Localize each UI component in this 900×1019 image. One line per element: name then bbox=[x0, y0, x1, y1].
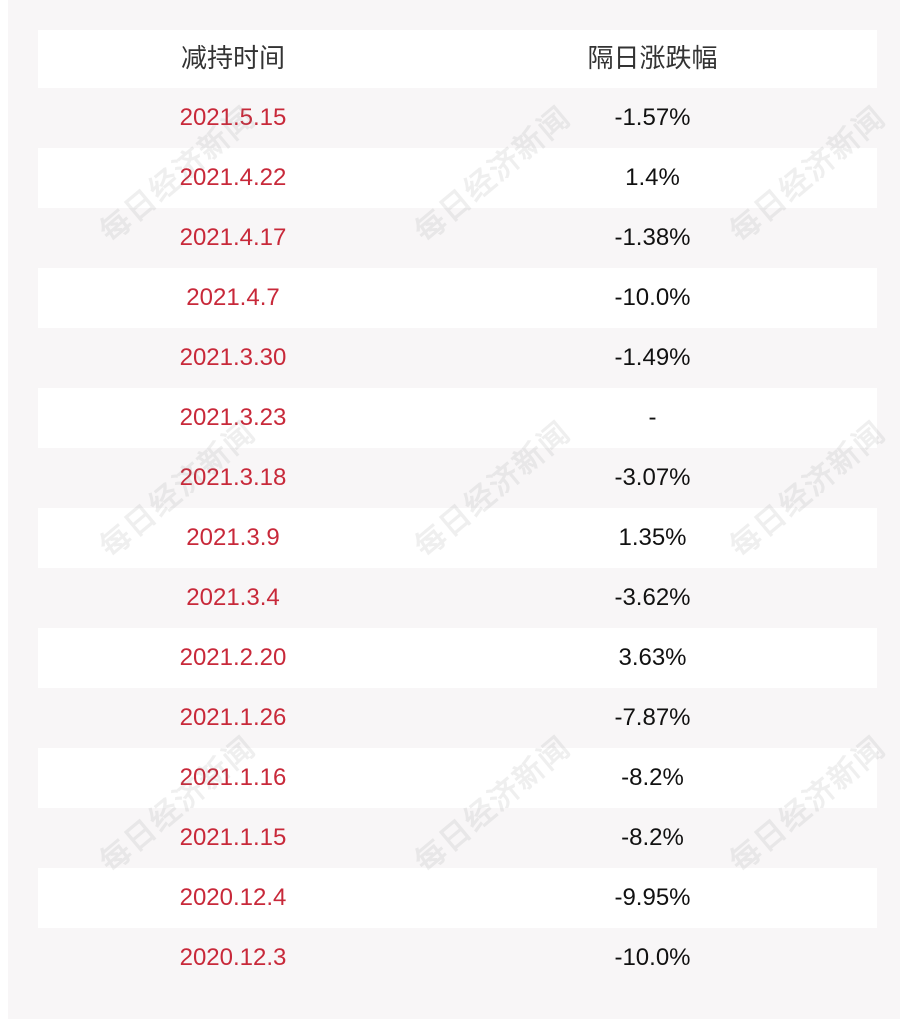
change-cell: -8.2% bbox=[621, 824, 684, 851]
change-cell: -9.95% bbox=[614, 884, 691, 911]
date-cell: 2021.5.15 bbox=[179, 104, 287, 131]
date-cell: 2020.12.3 bbox=[179, 944, 287, 971]
table-row: 2021.3.18 -3.07% bbox=[38, 448, 877, 508]
date-cell: 2021.3.9 bbox=[186, 524, 280, 551]
date-cell: 2021.4.7 bbox=[186, 284, 280, 311]
table-row: 2020.12.4 -9.95% bbox=[38, 868, 877, 928]
change-cell: -1.38% bbox=[614, 224, 691, 251]
date-cell: 2021.3.23 bbox=[179, 404, 287, 431]
change-cell: -10.0% bbox=[614, 944, 691, 971]
change-cell: -1.49% bbox=[614, 344, 691, 371]
change-cell: - bbox=[648, 404, 657, 431]
change-cell: 3.63% bbox=[618, 644, 687, 671]
header-date: 减持时间 bbox=[180, 44, 285, 74]
table-row: 2021.4.7 -10.0% bbox=[38, 268, 877, 328]
date-cell: 2021.1.16 bbox=[179, 764, 287, 791]
change-cell: -3.62% bbox=[614, 584, 691, 611]
date-cell: 2021.3.18 bbox=[179, 464, 287, 491]
date-cell: 2021.4.22 bbox=[179, 164, 287, 191]
table-header-row: 减持时间 隔日涨跌幅 bbox=[38, 30, 877, 88]
change-cell: -10.0% bbox=[614, 284, 691, 311]
date-cell: 2021.3.30 bbox=[179, 344, 287, 371]
change-cell: 1.35% bbox=[618, 524, 687, 551]
table-row: 2021.3.4 -3.62% bbox=[38, 568, 877, 628]
table-row: 2021.4.17 -1.38% bbox=[38, 208, 877, 268]
change-cell: 1.4% bbox=[625, 164, 680, 191]
table-row: 2021.1.16 -8.2% bbox=[38, 748, 877, 808]
change-cell: -7.87% bbox=[614, 704, 691, 731]
table-row: 2021.3.23 - bbox=[38, 388, 877, 448]
table-row: 2021.5.15 -1.57% bbox=[38, 88, 877, 148]
date-cell: 2021.2.20 bbox=[179, 644, 287, 671]
date-cell: 2021.1.15 bbox=[179, 824, 287, 851]
date-cell: 2021.3.4 bbox=[186, 584, 280, 611]
change-cell: -1.57% bbox=[614, 104, 691, 131]
table-row: 2020.12.3 -10.0% bbox=[38, 928, 877, 988]
date-cell: 2020.12.4 bbox=[179, 884, 287, 911]
table-row: 2021.3.30 -1.49% bbox=[38, 328, 877, 388]
change-cell: -3.07% bbox=[614, 464, 691, 491]
table-row: 2021.4.22 1.4% bbox=[38, 148, 877, 208]
reduction-table: 减持时间 隔日涨跌幅 2021.5.15 -1.57% 2021.4.22 1.… bbox=[38, 30, 877, 988]
table-row: 2021.1.15 -8.2% bbox=[38, 808, 877, 868]
header-change: 隔日涨跌幅 bbox=[587, 44, 718, 74]
date-cell: 2021.1.26 bbox=[179, 704, 287, 731]
table-row: 2021.2.20 3.63% bbox=[38, 628, 877, 688]
table-row: 2021.3.9 1.35% bbox=[38, 508, 877, 568]
table-row: 2021.1.26 -7.87% bbox=[38, 688, 877, 748]
change-cell: -8.2% bbox=[621, 764, 684, 791]
date-cell: 2021.4.17 bbox=[179, 224, 287, 251]
